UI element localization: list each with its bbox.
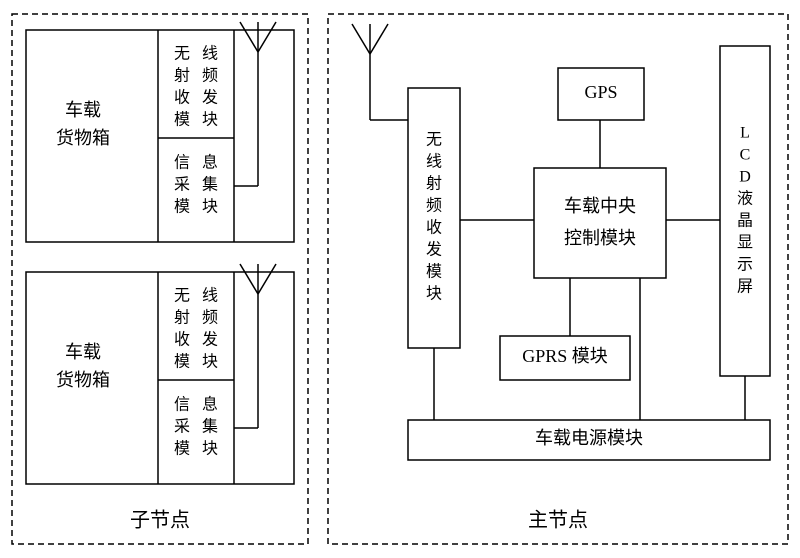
subnode-antenna-1 xyxy=(240,264,276,330)
main-rf-text: 无线射频收发模块 xyxy=(426,132,442,303)
svg-text:收: 收 xyxy=(174,331,190,349)
subnode-footer: 子节点 xyxy=(130,509,190,532)
svg-text:射: 射 xyxy=(426,175,442,193)
svg-text:无: 无 xyxy=(174,46,190,63)
svg-text:液: 液 xyxy=(737,190,753,208)
svg-text:块: 块 xyxy=(202,111,218,129)
svg-text:信: 信 xyxy=(174,154,190,172)
svg-text:线: 线 xyxy=(202,287,218,305)
svg-text:示: 示 xyxy=(737,257,753,274)
info-module-1: 信息采集模块 xyxy=(174,396,218,458)
svg-text:射: 射 xyxy=(174,309,190,327)
svg-text:无: 无 xyxy=(174,288,190,305)
svg-text:L: L xyxy=(740,125,750,142)
svg-text:线: 线 xyxy=(202,45,218,63)
svg-text:频: 频 xyxy=(202,67,218,85)
power-label: 车载电源模块 xyxy=(535,428,643,448)
svg-text:集: 集 xyxy=(202,418,218,436)
svg-text:块: 块 xyxy=(202,353,218,371)
svg-text:模: 模 xyxy=(174,111,190,129)
svg-text:频: 频 xyxy=(426,197,442,215)
svg-text:发: 发 xyxy=(202,331,218,349)
svg-text:采: 采 xyxy=(174,418,190,436)
svg-text:集: 集 xyxy=(202,176,218,194)
subnode-antenna-0 xyxy=(240,22,276,88)
svg-text:频: 频 xyxy=(202,309,218,327)
center-box xyxy=(534,168,666,278)
gprs-label: GPRS 模块 xyxy=(522,346,608,366)
center-label-0: 车载中央 xyxy=(564,196,636,216)
center-label-1: 控制模块 xyxy=(564,228,636,248)
rf-module-1: 无线射频收发模块 xyxy=(174,287,218,371)
lcd-box xyxy=(720,46,770,376)
gps-label: GPS xyxy=(584,82,617,102)
svg-text:块: 块 xyxy=(202,440,218,458)
mainnode-footer: 主节点 xyxy=(528,509,588,532)
svg-text:息: 息 xyxy=(202,396,218,414)
rf-module-0: 无线射频收发模块 xyxy=(174,45,218,129)
svg-text:模: 模 xyxy=(174,353,190,371)
svg-text:模: 模 xyxy=(174,198,190,216)
main-rf-module xyxy=(408,88,460,348)
svg-text:发: 发 xyxy=(202,89,218,107)
cargo-label-0-0: 车载 xyxy=(65,100,101,120)
svg-text:发: 发 xyxy=(426,241,442,259)
svg-text:屏: 屏 xyxy=(737,279,753,296)
svg-text:模: 模 xyxy=(174,440,190,458)
cargo-label-0-1: 货物箱 xyxy=(56,128,110,148)
svg-text:晶: 晶 xyxy=(737,212,753,230)
cargo-label-1-1: 货物箱 xyxy=(56,370,110,390)
svg-text:信: 信 xyxy=(174,396,190,414)
cargo-label-1-0: 车载 xyxy=(65,342,101,362)
lcd-text: LCD液晶显示屏 xyxy=(737,125,753,296)
svg-text:息: 息 xyxy=(202,154,218,172)
svg-text:收: 收 xyxy=(174,89,190,107)
svg-text:射: 射 xyxy=(174,67,190,85)
svg-text:显: 显 xyxy=(737,235,753,252)
svg-text:收: 收 xyxy=(426,219,442,237)
svg-text:D: D xyxy=(739,169,751,186)
svg-text:模: 模 xyxy=(426,263,442,281)
info-module-0: 信息采集模块 xyxy=(174,154,218,216)
svg-text:线: 线 xyxy=(426,153,442,171)
main-antenna xyxy=(352,24,388,98)
svg-text:块: 块 xyxy=(202,198,218,216)
svg-text:C: C xyxy=(740,147,751,164)
svg-text:块: 块 xyxy=(426,285,442,303)
svg-text:采: 采 xyxy=(174,176,190,194)
svg-text:无: 无 xyxy=(426,132,442,149)
subnode-panel xyxy=(12,14,308,544)
